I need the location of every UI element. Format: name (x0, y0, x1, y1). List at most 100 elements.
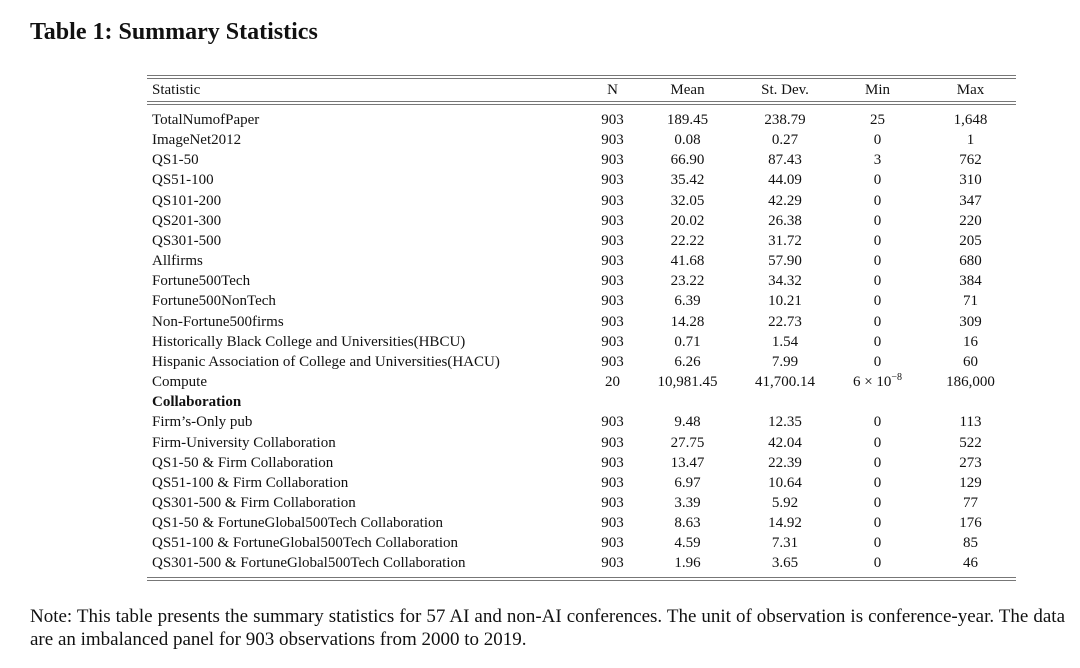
cell-mean: 23.22 (670, 273, 705, 290)
cell-mean: 4.59 (674, 535, 701, 552)
table-row: QS1-50 & FortuneGlobal500Tech Collaborat… (147, 513, 1016, 533)
cell-min: 0 (873, 212, 882, 229)
cell-mean: 0.08 (674, 132, 701, 149)
cell-max: 1 (966, 132, 975, 149)
top-rule (147, 75, 1016, 79)
cell-sd: 3.65 (771, 555, 799, 572)
cell-statistic: QS1-50 (152, 152, 199, 169)
cell-sd: 238.79 (764, 112, 806, 128)
cell-statistic: QS51-100 & Firm Collaboration (152, 474, 349, 491)
cell-sd: 1.54 (771, 333, 799, 350)
table-row: QS51-100 903 35.42 44.09 0 310 (147, 170, 1016, 190)
cell-min: 0 (873, 313, 882, 330)
cell-statistic: ImageNet2012 (152, 132, 242, 149)
section-label: Collaboration (152, 394, 242, 411)
cell-n: 903 (601, 414, 624, 431)
exponent: −8 (891, 372, 903, 384)
cell-min: 0 (873, 555, 882, 572)
cell-n: 903 (601, 232, 624, 249)
cell-mean: 189.45 (666, 112, 709, 128)
cell-max: 176 (959, 515, 982, 532)
cell-min: 0 (873, 192, 882, 209)
cell-statistic: Hispanic Association of College and Univ… (152, 353, 500, 370)
cell-sd: 26.38 (768, 212, 802, 229)
cell-mean: 6.26 (674, 353, 701, 370)
cell-sd: 10.64 (768, 474, 802, 491)
cell-n: 903 (601, 474, 624, 491)
table-row: Firm’s-Only pub 903 9.48 12.35 0 113 (147, 412, 1016, 432)
cell-min: 0 (873, 474, 882, 491)
cell-max: 1,648 (953, 112, 988, 128)
cell-n: 903 (601, 253, 624, 270)
cell-n: 903 (601, 152, 624, 169)
cell-mean: 9.48 (674, 414, 701, 431)
cell-statistic: Fortune500Tech (152, 273, 251, 290)
table-note: Note: This table presents the summary st… (30, 606, 1065, 650)
cell-mean: 66.90 (670, 152, 705, 169)
cell-statistic: QS301-500 (152, 232, 222, 249)
cell-min: 0 (873, 434, 882, 451)
table-row: Fortune500Tech 903 23.22 34.32 0 384 (147, 271, 1016, 291)
cell-mean: 35.42 (670, 172, 705, 189)
cell-statistic: QS1-50 & Firm Collaboration (152, 454, 334, 471)
cell-sd: 5.92 (771, 494, 799, 511)
cell-min: 6 × 10−8 (830, 372, 925, 392)
table-row: Hispanic Association of College and Univ… (147, 352, 1016, 372)
cell-sd: 14.92 (768, 515, 802, 532)
cell-statistic: Firm-University Collaboration (152, 434, 336, 451)
header-row: Statistic N Mean St. Dev. Min Max (147, 79, 1016, 101)
cell-min: 3 (873, 152, 882, 169)
cell-max: 71 (963, 293, 978, 310)
cell-min: 0 (873, 293, 882, 310)
cell-n: 903 (601, 454, 624, 471)
cell-sd: 42.29 (768, 192, 802, 209)
cell-mean: 22.22 (670, 232, 705, 249)
cell-mean: 3.39 (674, 494, 701, 511)
cell-max: 384 (959, 273, 982, 290)
cell-statistic: QS301-500 & FortuneGlobal500Tech Collabo… (152, 555, 466, 572)
table-row: Fortune500NonTech 903 6.39 10.21 0 71 (147, 291, 1016, 311)
cell-max: 77 (963, 494, 978, 511)
cell-n: 903 (601, 313, 624, 330)
cell-mean: 6.97 (674, 474, 701, 491)
cell-min: 0 (873, 273, 882, 290)
cell-n: 903 (601, 535, 624, 552)
min-base: 6 × 10 (852, 374, 892, 391)
cell-mean: 6.39 (674, 293, 701, 310)
cell-n: 903 (601, 112, 624, 128)
cell-n: 903 (601, 434, 624, 451)
cell-sd: 0.27 (771, 132, 799, 149)
cell-mean: 10,981.45 (657, 374, 718, 391)
cell-mean: 32.05 (670, 192, 705, 209)
cell-sd: 22.39 (768, 454, 802, 471)
cell-mean: 13.47 (670, 454, 705, 471)
cell-statistic: Fortune500NonTech (152, 293, 276, 310)
table-row: ImageNet2012 903 0.08 0.27 0 1 (147, 130, 1016, 150)
cell-n: 903 (601, 494, 624, 511)
cell-sd: 87.43 (768, 152, 802, 169)
bottom-rule (147, 576, 1016, 581)
cell-mean: 14.28 (670, 313, 705, 330)
cell-max: 680 (959, 253, 982, 270)
cell-n: 903 (601, 293, 624, 310)
header-sd: St. Dev. (761, 82, 809, 98)
cell-n: 903 (601, 353, 624, 370)
cell-n: 903 (601, 555, 624, 572)
cell-statistic: QS101-200 (152, 192, 222, 209)
table-row: QS51-100 & FortuneGlobal500Tech Collabor… (147, 533, 1016, 553)
cell-sd: 31.72 (768, 232, 802, 249)
cell-min: 0 (873, 253, 882, 270)
cell-max: 129 (959, 474, 982, 491)
cell-max: 16 (963, 333, 978, 350)
cell-max: 113 (959, 414, 982, 431)
cell-sd: 10.21 (768, 293, 802, 310)
cell-n: 903 (601, 172, 624, 189)
cell-n: 903 (601, 132, 624, 149)
cell-sd: 7.99 (771, 353, 799, 370)
table-row: QS201-300 903 20.02 26.38 0 220 (147, 211, 1016, 231)
cell-max: 522 (959, 434, 982, 451)
cell-min: 0 (873, 454, 882, 471)
cell-max: 309 (959, 313, 982, 330)
cell-statistic: QS301-500 & Firm Collaboration (152, 494, 356, 511)
header-statistic: Statistic (152, 82, 201, 98)
